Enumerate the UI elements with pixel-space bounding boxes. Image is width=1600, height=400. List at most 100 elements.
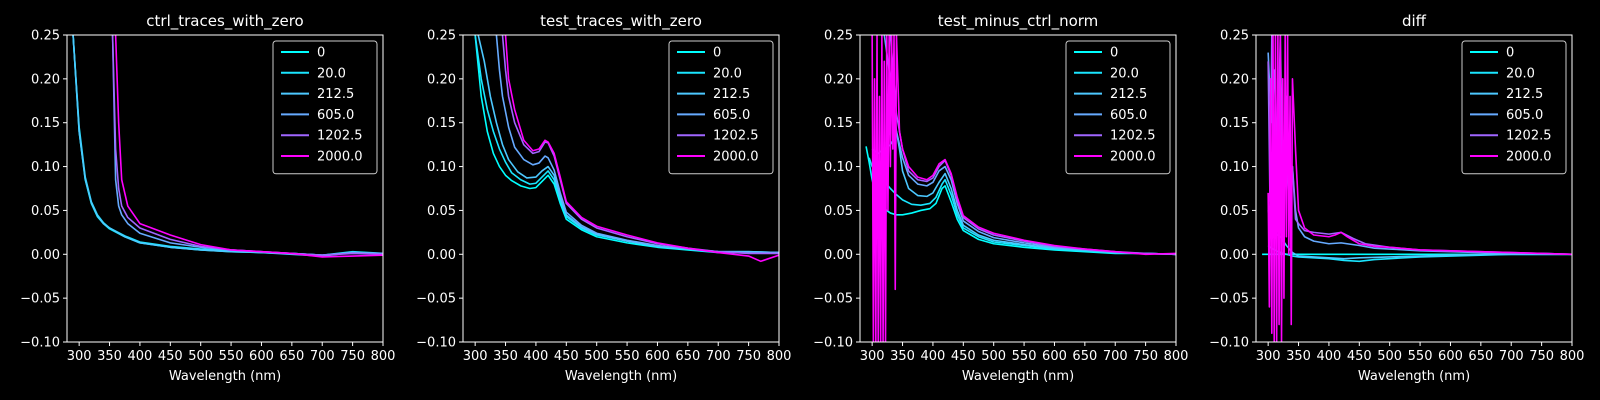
- x-tick-label: 400: [921, 349, 946, 364]
- chart-title: test_traces_with_zero: [540, 12, 702, 31]
- x-axis-label: Wavelength (nm): [1358, 369, 1470, 384]
- legend-label-2: 212.5: [713, 87, 750, 102]
- x-tick-label: 400: [524, 349, 549, 364]
- x-tick-label: 600: [1438, 349, 1463, 364]
- legend: 0 20.0 212.5 605.0 1202.5 2000.0: [1065, 40, 1171, 175]
- x-tick-label: 300: [860, 349, 885, 364]
- axes-frame: [1255, 34, 1573, 343]
- legend-label-3: 605.0: [713, 108, 750, 123]
- x-tick-label: 600: [645, 349, 670, 364]
- x-tick-label: 300: [463, 349, 488, 364]
- y-tick-label: −0.05: [1209, 292, 1249, 307]
- legend-label-2: 212.5: [317, 87, 354, 102]
- y-tick-label: 0.15: [427, 116, 456, 131]
- y-tick-label: 0.00: [824, 248, 853, 263]
- x-tick-label: 500: [1377, 349, 1402, 364]
- y-tick-label: 0.00: [31, 248, 60, 263]
- y-tick-label: 0.25: [824, 29, 853, 44]
- series-line-3: [495, 35, 779, 254]
- x-tick-label: 650: [279, 349, 304, 364]
- x-tick-label: 750: [1133, 349, 1158, 364]
- x-tick-label: 350: [1286, 349, 1311, 364]
- legend-frame: [272, 40, 378, 175]
- legend-label-1: 20.0: [1506, 66, 1535, 81]
- y-tick-label: 0.20: [824, 72, 853, 87]
- y-tick-label: −0.10: [20, 336, 60, 351]
- x-tick-label: 350: [493, 349, 518, 364]
- y-tick-label: 0.20: [1220, 72, 1249, 87]
- series-line-5: [504, 35, 779, 263]
- series-line-3: [883, 35, 1176, 256]
- series-line-5: [871, 35, 1176, 342]
- x-tick-label: 500: [981, 349, 1006, 364]
- x-tick-label: 450: [951, 349, 976, 364]
- x-axis-label: Wavelength (nm): [962, 369, 1074, 384]
- axes-frame: [462, 34, 780, 343]
- y-tick-label: 0.05: [1220, 204, 1249, 219]
- axes-0: 300 350 400 450 500 550 600 650 700 750 800 −0.10 −0…: [20, 12, 395, 384]
- y-tick-label: 0.20: [31, 72, 60, 87]
- y-tick-label: 0.25: [427, 29, 456, 44]
- x-tick-label: 750: [1529, 349, 1554, 364]
- x-tick-label: 550: [615, 349, 640, 364]
- x-tick-label: 800: [1560, 349, 1585, 364]
- y-tick-label: 0.10: [31, 160, 60, 175]
- legend-label-1: 20.0: [1110, 66, 1139, 81]
- legend-label-2: 212.5: [1110, 87, 1147, 102]
- plot-area: [1262, 35, 1572, 342]
- x-tick-label: 800: [1164, 349, 1189, 364]
- y-tick-label: 0.20: [427, 72, 456, 87]
- y-tick-label: −0.05: [20, 292, 60, 307]
- y-tick-label: 0.25: [31, 29, 60, 44]
- legend-label-3: 605.0: [1506, 108, 1543, 123]
- x-tick-label: 400: [1317, 349, 1342, 364]
- y-tick-label: 0.10: [427, 160, 456, 175]
- y-tick-label: −0.10: [1209, 336, 1249, 351]
- x-tick-label: 350: [890, 349, 915, 364]
- legend-label-0: 0: [1506, 46, 1514, 61]
- legend-label-5: 2000.0: [713, 150, 759, 165]
- series-line-5: [114, 35, 383, 258]
- x-tick-label: 650: [675, 349, 700, 364]
- x-tick-label: 350: [97, 349, 122, 364]
- x-tick-label: 700: [1499, 349, 1524, 364]
- x-axis-label: Wavelength (nm): [169, 369, 281, 384]
- x-tick-label: 600: [1042, 349, 1067, 364]
- x-tick-label: 700: [310, 349, 335, 364]
- legend-frame: [1461, 40, 1567, 175]
- legend-label-0: 0: [317, 46, 325, 61]
- legend-label-4: 1202.5: [1110, 129, 1156, 144]
- legend-label-2: 212.5: [1506, 87, 1543, 102]
- series-line-4: [111, 35, 383, 256]
- y-tick-label: −0.05: [416, 292, 456, 307]
- x-tick-label: 550: [1012, 349, 1037, 364]
- legend-label-1: 20.0: [713, 66, 742, 81]
- x-tick-label: 300: [67, 349, 92, 364]
- y-tick-label: 0.15: [1220, 116, 1249, 131]
- axes-frame: [66, 34, 384, 343]
- x-tick-label: 550: [1408, 349, 1433, 364]
- x-tick-label: 400: [128, 349, 153, 364]
- plot-area: [865, 35, 1176, 342]
- x-tick-label: 800: [371, 349, 396, 364]
- y-tick-label: 0.15: [31, 116, 60, 131]
- legend-frame: [1065, 40, 1171, 175]
- legend-label-3: 605.0: [1110, 108, 1147, 123]
- legend-label-5: 2000.0: [317, 150, 363, 165]
- axes-1: 300 350 400 450 500 550 600 650 700 750 800 −0.10 −0…: [416, 12, 791, 384]
- x-tick-label: 750: [736, 349, 761, 364]
- plot-area: [474, 35, 779, 263]
- x-tick-label: 700: [706, 349, 731, 364]
- y-tick-label: 0.05: [427, 204, 456, 219]
- series-line-0: [474, 35, 779, 254]
- axes-frame: [859, 34, 1177, 343]
- y-tick-label: 0.05: [824, 204, 853, 219]
- x-tick-label: 800: [767, 349, 792, 364]
- plot-area: [72, 35, 383, 258]
- legend: 0 20.0 212.5 605.0 1202.5 2000.0: [668, 40, 774, 175]
- x-tick-label: 600: [249, 349, 274, 364]
- y-tick-label: 0.25: [1220, 29, 1249, 44]
- legend-frame: [668, 40, 774, 175]
- x-tick-label: 550: [219, 349, 244, 364]
